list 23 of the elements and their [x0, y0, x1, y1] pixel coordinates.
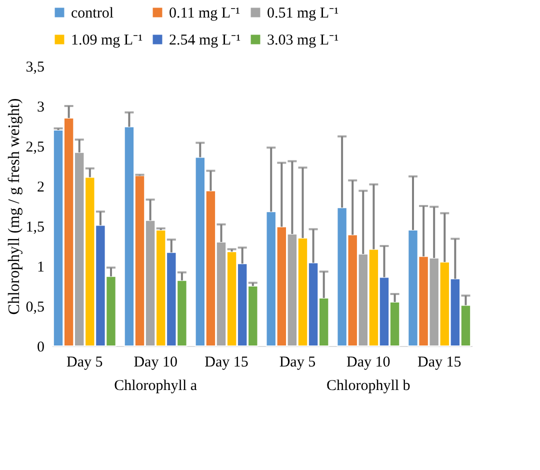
x-tick-label: Day 10 — [346, 354, 390, 370]
x-tick-label: Day 10 — [134, 354, 178, 370]
y-axis-title: Chlorophyll (mg / g fresh weight) — [6, 98, 23, 315]
y-tick-label: 2 — [37, 180, 44, 196]
x-tick-label: Day 5 — [279, 354, 316, 370]
y-tick-label: 3 — [37, 100, 44, 116]
x-tick-label: Day 5 — [66, 354, 103, 370]
legend-label: control — [71, 6, 114, 22]
legend-label: 1.09 mg L⁻¹ — [71, 32, 143, 48]
y-tick-label: 2,5 — [26, 140, 44, 156]
legend-label: 2.54 mg L⁻¹ — [169, 32, 241, 48]
legend-label: 3.03 mg L⁻¹ — [267, 32, 339, 48]
y-tick-label: 1 — [37, 260, 44, 276]
x-tick-label: Day 15 — [204, 354, 248, 370]
y-tick-label: 1,5 — [26, 220, 44, 236]
x-tick-label: Day 15 — [417, 354, 462, 370]
legend-label: 0.11 mg L⁻¹ — [169, 6, 240, 22]
y-tick-label: 0 — [37, 340, 44, 356]
text: Chlorophyll a — [114, 378, 198, 394]
y-tick-label: 3,5 — [26, 60, 44, 76]
text: Chlorophyll b — [326, 378, 410, 394]
y-tick-label: 0,5 — [26, 300, 44, 316]
legend-label: 0.51 mg L⁻¹ — [267, 6, 339, 22]
